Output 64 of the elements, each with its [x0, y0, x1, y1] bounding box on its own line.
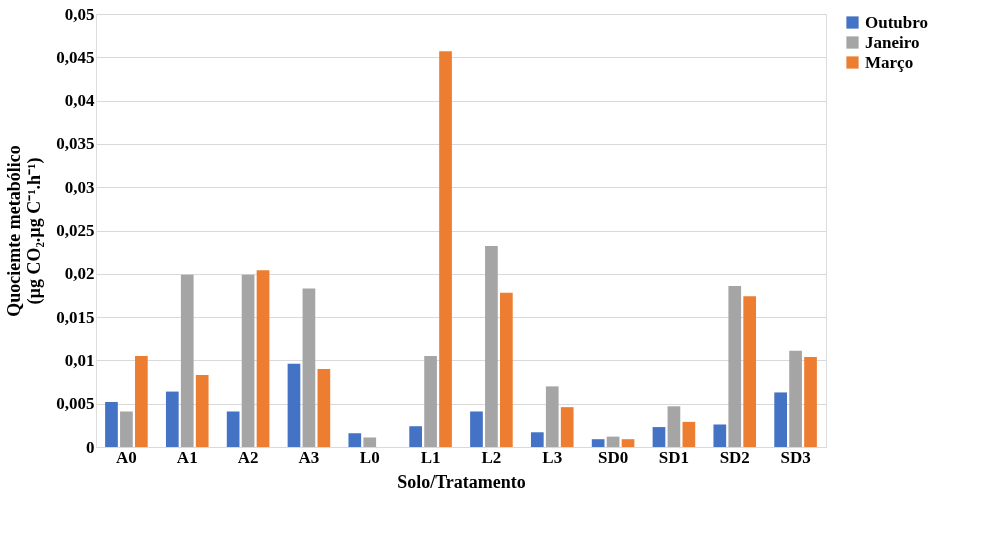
bar — [682, 421, 696, 447]
bar — [317, 369, 331, 447]
bar — [135, 356, 148, 447]
x-axis-title: Solo/Tratamento — [397, 471, 526, 492]
bar — [195, 375, 209, 447]
bar — [287, 363, 301, 447]
bar — [774, 392, 787, 447]
y-tick-label: 0,03 — [64, 177, 95, 197]
x-tick-label: SD1 — [658, 447, 690, 467]
bar — [256, 270, 270, 447]
y-tick-label: 0,02 — [64, 264, 95, 284]
bar — [743, 296, 757, 447]
bar — [485, 246, 498, 447]
bar — [424, 356, 437, 447]
x-tick-label: A3 — [298, 447, 320, 467]
bar — [120, 411, 133, 447]
x-tick-label: L0 — [359, 447, 380, 467]
bar — [606, 436, 620, 447]
bar — [241, 274, 255, 447]
legend-label: Janeiro — [865, 32, 920, 52]
bar — [530, 432, 544, 447]
x-tick-label: L3 — [542, 447, 563, 467]
bar — [789, 350, 802, 447]
y-tick-label: 0,025 — [56, 221, 95, 240]
bar — [728, 285, 742, 447]
bar — [105, 401, 118, 447]
bar — [500, 292, 513, 447]
bar — [165, 391, 179, 447]
text: (µg CO₂.µg C⁻¹.h⁻¹) — [24, 157, 45, 305]
x-tick-label: SD3 — [780, 447, 811, 467]
bar — [621, 439, 635, 447]
bar — [363, 437, 377, 447]
y-tick-label: 0,045 — [56, 47, 95, 67]
bar — [348, 433, 362, 447]
y-tick-label: 0,035 — [56, 134, 95, 154]
legend-label: Outubro — [865, 12, 928, 32]
legend-label: Março — [865, 52, 914, 72]
x-tick-label: A0 — [116, 447, 137, 467]
y-tick-label: 0,005 — [56, 394, 95, 414]
bar — [226, 411, 240, 447]
x-tick-label: L1 — [420, 447, 441, 467]
x-tick-label: L2 — [481, 447, 502, 467]
bar — [667, 406, 681, 447]
bar — [409, 426, 422, 447]
y-tick-label: 0 — [86, 437, 95, 457]
bar — [804, 356, 817, 447]
bar — [470, 411, 483, 447]
y-tick-label: 0,015 — [56, 307, 95, 327]
y-tick-label: 0,01 — [64, 350, 95, 370]
bar — [713, 424, 727, 447]
bar — [652, 427, 666, 447]
y-tick-label: 0,05 — [64, 4, 95, 24]
x-tick-label: A1 — [176, 447, 198, 467]
bar — [591, 439, 605, 447]
bar — [545, 386, 559, 447]
bar — [560, 407, 574, 447]
bar — [439, 51, 452, 447]
x-tick-label: SD2 — [719, 447, 750, 467]
x-tick-label: A2 — [237, 447, 259, 467]
bar — [302, 288, 316, 447]
bar — [180, 274, 194, 447]
y-tick-label: 0,04 — [64, 91, 95, 111]
x-tick-label: SD0 — [597, 447, 629, 467]
text: Quociemte metabólico — [4, 145, 25, 317]
